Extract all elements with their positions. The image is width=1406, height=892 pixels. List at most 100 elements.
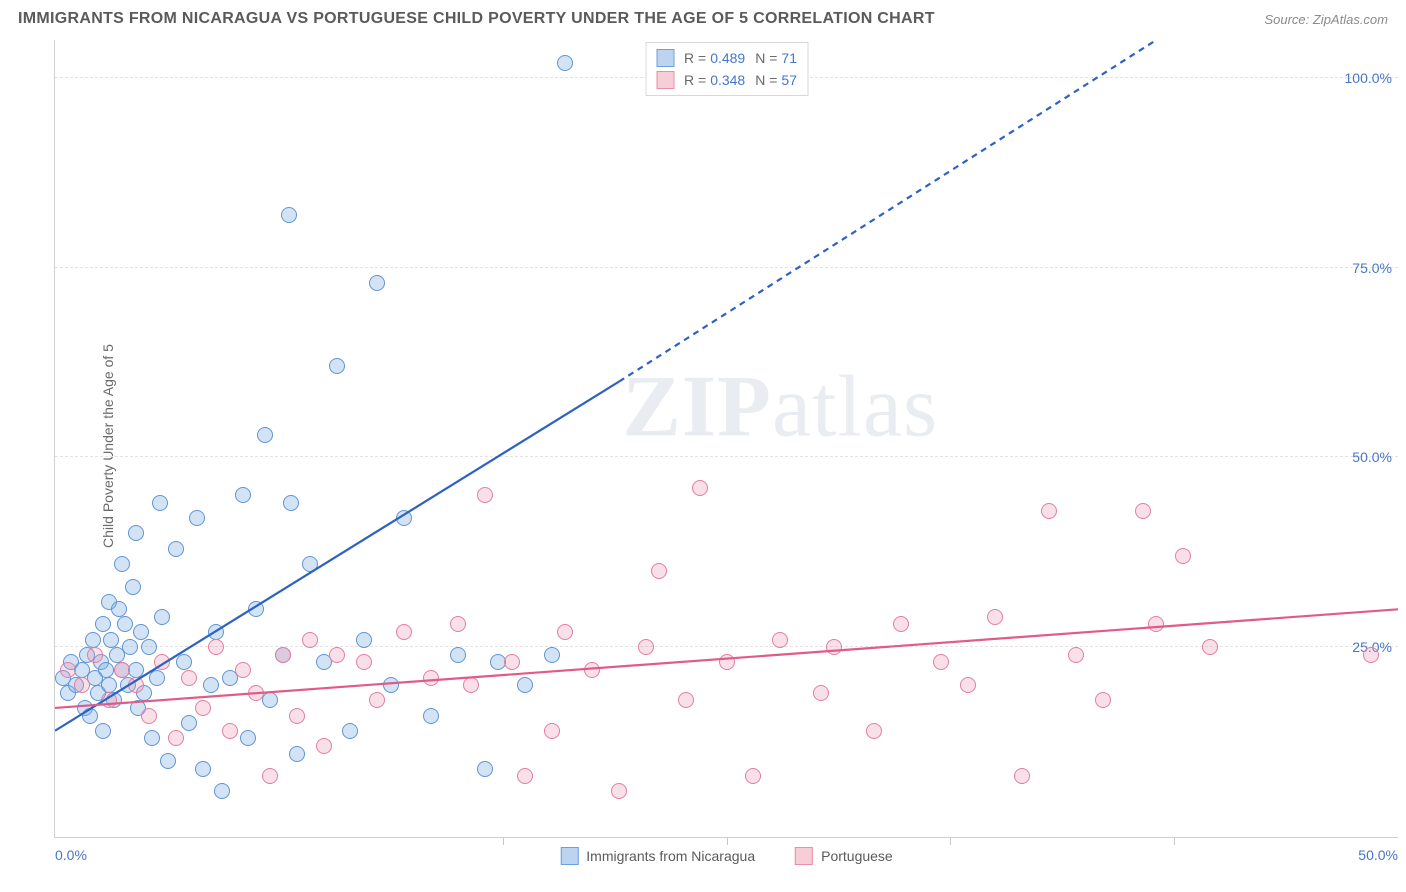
- data-point-nicaragua: [477, 761, 493, 777]
- data-point-nicaragua: [195, 761, 211, 777]
- gridline: [55, 267, 1398, 268]
- data-point-nicaragua: [154, 609, 170, 625]
- data-point-nicaragua: [235, 487, 251, 503]
- data-point-nicaragua: [111, 601, 127, 617]
- data-point-portuguese: [235, 662, 251, 678]
- data-point-portuguese: [128, 677, 144, 693]
- data-point-nicaragua: [356, 632, 372, 648]
- data-point-portuguese: [638, 639, 654, 655]
- chart-title: IMMIGRANTS FROM NICARAGUA VS PORTUGUESE …: [18, 10, 935, 28]
- data-point-nicaragua: [181, 715, 197, 731]
- data-point-nicaragua: [214, 783, 230, 799]
- data-point-portuguese: [987, 609, 1003, 625]
- chart-header: IMMIGRANTS FROM NICARAGUA VS PORTUGUESE …: [0, 0, 1406, 34]
- data-point-nicaragua: [160, 753, 176, 769]
- data-point-nicaragua: [257, 427, 273, 443]
- data-point-portuguese: [1095, 692, 1111, 708]
- data-point-portuguese: [275, 647, 291, 663]
- data-point-nicaragua: [103, 632, 119, 648]
- data-point-portuguese: [181, 670, 197, 686]
- source-name: ZipAtlas.com: [1313, 12, 1388, 27]
- data-point-portuguese: [745, 768, 761, 784]
- data-point-nicaragua: [283, 495, 299, 511]
- data-point-portuguese: [611, 783, 627, 799]
- data-point-portuguese: [195, 700, 211, 716]
- data-point-nicaragua: [557, 55, 573, 71]
- data-point-portuguese: [262, 768, 278, 784]
- data-point-portuguese: [222, 723, 238, 739]
- data-point-nicaragua: [302, 556, 318, 572]
- data-point-portuguese: [329, 647, 345, 663]
- data-point-portuguese: [208, 639, 224, 655]
- legend-item-portuguese: Portuguese: [795, 847, 893, 865]
- data-point-nicaragua: [342, 723, 358, 739]
- data-point-portuguese: [544, 723, 560, 739]
- data-point-portuguese: [826, 639, 842, 655]
- data-point-nicaragua: [289, 746, 305, 762]
- data-point-nicaragua: [128, 525, 144, 541]
- n-label: N =57: [755, 69, 797, 91]
- gridline: [55, 646, 1398, 647]
- data-point-nicaragua: [125, 579, 141, 595]
- y-tick-label: 100.0%: [1345, 70, 1392, 86]
- r-label: R =0.348: [684, 69, 745, 91]
- n-value-nicaragua: 71: [781, 50, 797, 66]
- data-point-portuguese: [248, 685, 264, 701]
- data-point-portuguese: [316, 738, 332, 754]
- data-point-nicaragua: [133, 624, 149, 640]
- y-tick-label: 75.0%: [1352, 260, 1392, 276]
- legend-label-nicaragua: Immigrants from Nicaragua: [586, 848, 755, 864]
- data-point-portuguese: [450, 616, 466, 632]
- data-point-portuguese: [356, 654, 372, 670]
- data-point-portuguese: [101, 692, 117, 708]
- data-point-portuguese: [87, 647, 103, 663]
- data-point-portuguese: [1068, 647, 1084, 663]
- data-point-nicaragua: [450, 647, 466, 663]
- data-point-nicaragua: [152, 495, 168, 511]
- data-point-nicaragua: [149, 670, 165, 686]
- n-label: N =71: [755, 47, 797, 69]
- data-point-nicaragua: [203, 677, 219, 693]
- data-point-portuguese: [1135, 503, 1151, 519]
- data-point-portuguese: [1202, 639, 1218, 655]
- watermark: ZIPatlas: [622, 356, 938, 457]
- data-point-portuguese: [477, 487, 493, 503]
- data-point-nicaragua: [95, 616, 111, 632]
- chart-source: Source: ZipAtlas.com: [1264, 12, 1388, 27]
- r-value-nicaragua: 0.489: [710, 50, 745, 66]
- legend-item-nicaragua: Immigrants from Nicaragua: [560, 847, 755, 865]
- swatch-nicaragua-icon: [560, 847, 578, 865]
- data-point-nicaragua: [98, 662, 114, 678]
- data-point-nicaragua: [262, 692, 278, 708]
- data-point-portuguese: [866, 723, 882, 739]
- data-point-portuguese: [772, 632, 788, 648]
- data-point-portuguese: [369, 692, 385, 708]
- watermark-atlas: atlas: [772, 358, 938, 455]
- data-point-portuguese: [154, 654, 170, 670]
- data-point-portuguese: [557, 624, 573, 640]
- data-point-nicaragua: [396, 510, 412, 526]
- data-point-portuguese: [813, 685, 829, 701]
- data-point-nicaragua: [329, 358, 345, 374]
- correlation-legend: R =0.489 N =71 R =0.348 N =57: [645, 42, 808, 96]
- watermark-zip: ZIP: [622, 358, 772, 455]
- x-tick-label-max: 50.0%: [1358, 847, 1398, 863]
- data-point-nicaragua: [369, 275, 385, 291]
- series-legend: Immigrants from Nicaragua Portuguese: [560, 847, 892, 865]
- data-point-portuguese: [141, 708, 157, 724]
- data-point-nicaragua: [168, 541, 184, 557]
- legend-label-portuguese: Portuguese: [821, 848, 893, 864]
- x-tick: [950, 837, 951, 845]
- data-point-nicaragua: [189, 510, 205, 526]
- data-point-portuguese: [74, 677, 90, 693]
- legend-row-nicaragua: R =0.489 N =71: [656, 47, 797, 69]
- data-point-nicaragua: [240, 730, 256, 746]
- data-point-portuguese: [517, 768, 533, 784]
- data-point-nicaragua: [114, 556, 130, 572]
- data-point-nicaragua: [517, 677, 533, 693]
- data-point-portuguese: [302, 632, 318, 648]
- data-point-portuguese: [893, 616, 909, 632]
- data-point-portuguese: [1363, 647, 1379, 663]
- data-point-portuguese: [504, 654, 520, 670]
- data-point-portuguese: [1148, 616, 1164, 632]
